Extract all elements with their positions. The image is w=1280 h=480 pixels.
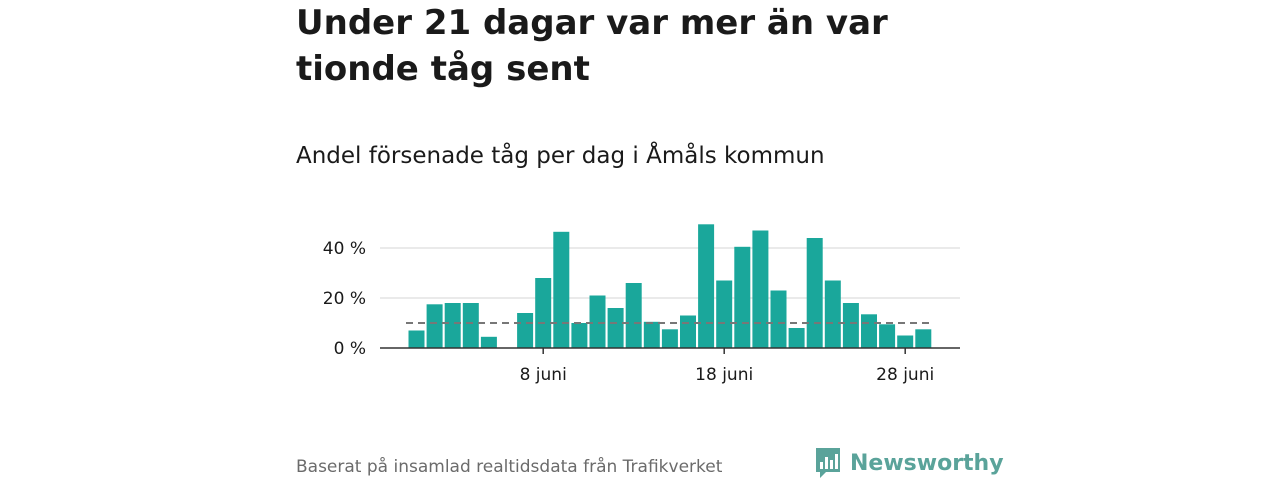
source-note: Baserat på insamlad realtidsdata från Tr… (296, 457, 723, 477)
chart-subtitle: Andel försenade tåg per dag i Åmåls komm… (296, 143, 825, 169)
y-tick-label: 20 % (323, 289, 366, 309)
bar (824, 280, 841, 348)
bar (444, 303, 461, 348)
bar (426, 304, 443, 349)
bar (535, 278, 552, 348)
bar (480, 336, 497, 349)
x-tick-label: 8 juni (520, 365, 567, 385)
bar (680, 315, 696, 348)
newsworthy-logo-icon (816, 448, 840, 478)
x-tick-label: 18 juni (695, 365, 753, 385)
bar (788, 328, 805, 348)
chart-headline: Under 21 dagar var mer än var tionde tåg… (296, 3, 888, 89)
bar (770, 290, 787, 348)
x-tick-label: 28 juni (876, 365, 934, 385)
brand-name: Newsworthy (850, 450, 1004, 476)
bar (571, 323, 588, 348)
bar (553, 231, 570, 349)
bar (661, 329, 678, 349)
bar (897, 335, 914, 348)
y-tick-label: 0 % (334, 339, 366, 359)
bar (589, 295, 606, 348)
bar (462, 303, 479, 348)
y-tick-label: 40 % (323, 239, 366, 259)
bar (752, 230, 769, 348)
bar (734, 246, 751, 349)
bar (842, 303, 859, 348)
bar (643, 321, 660, 349)
bar (716, 280, 733, 348)
bar (879, 324, 896, 349)
bar (861, 314, 877, 349)
brand-logo: Newsworthy (814, 446, 1004, 480)
bar (408, 330, 425, 348)
bar (625, 283, 642, 348)
bar (915, 329, 932, 349)
bar (698, 224, 715, 349)
bar (607, 308, 624, 348)
bar (806, 238, 823, 348)
bar (517, 313, 534, 348)
